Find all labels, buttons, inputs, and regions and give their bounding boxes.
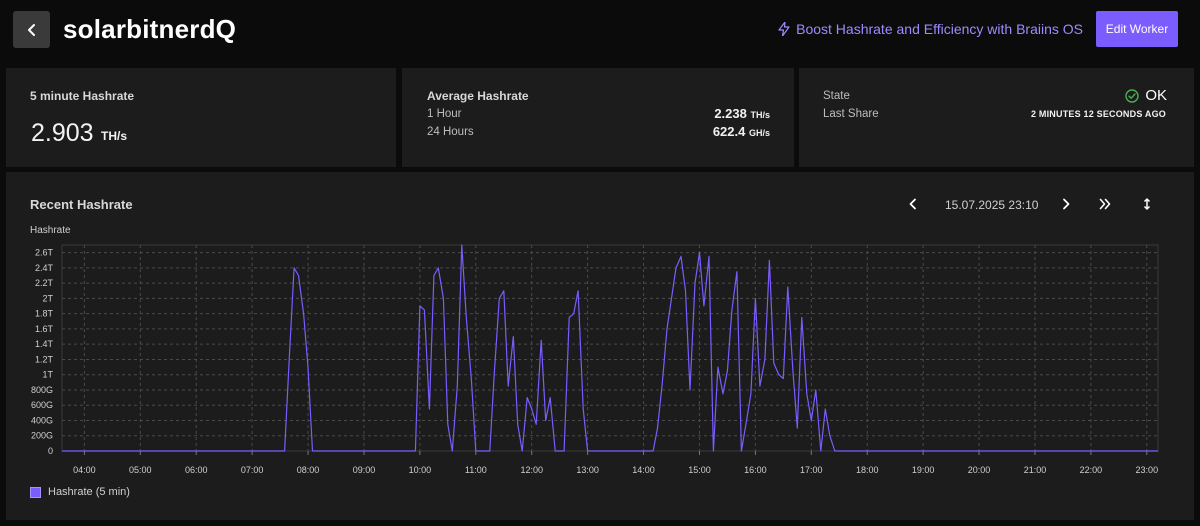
five-minute-hashrate-card: 5 minute Hashrate 2.903 TH/s xyxy=(6,68,396,167)
legend-label: Hashrate (5 min) xyxy=(48,486,130,498)
average-24h-number: 622.4 xyxy=(712,124,746,139)
y-axis-title: Hashrate xyxy=(30,225,71,236)
y-tick-label: 1T xyxy=(42,370,53,380)
x-tick-label: 08:00 xyxy=(297,465,320,475)
last-share-value: 2 MINUTES 12 SECONDS AGO xyxy=(1031,109,1166,119)
five-minute-label: 5 minute Hashrate xyxy=(30,89,135,103)
y-tick-label: 2T xyxy=(42,293,53,303)
x-tick-label: 21:00 xyxy=(1024,465,1047,475)
recent-hashrate-card: 0 200G 400G 600G 800G 1T 1.2T 1.4T 1.6T 1.8T 2T 2.2… xyxy=(6,172,1194,520)
y-tick-label: 2.6T xyxy=(35,248,54,258)
state-label: State xyxy=(823,90,850,102)
y-tick-label: 1.2T xyxy=(35,354,54,364)
page-header: solarbitnerdQ Boost Hashrate and Efficie… xyxy=(0,0,1200,64)
x-tick-label: 09:00 xyxy=(353,465,376,475)
latest-period-button[interactable] xyxy=(1095,194,1115,214)
check-circle-icon xyxy=(1125,88,1140,103)
boost-link-label: Boost Hashrate and Efficiency with Braii… xyxy=(796,21,1083,37)
series-line xyxy=(62,244,1158,452)
average-1h-number: 2.238 xyxy=(714,106,747,121)
x-tick-label: 06:00 xyxy=(185,465,208,475)
y-tick-label: 400G xyxy=(31,415,53,425)
state-value: OK xyxy=(1145,87,1167,104)
x-tick-label: 11:00 xyxy=(465,465,487,475)
y-tick-label: 2.4T xyxy=(35,263,54,273)
average-24h-unit: GH/s xyxy=(748,128,770,138)
chevron-left-icon xyxy=(27,23,35,36)
average-24h-label: 24 Hours xyxy=(427,126,474,138)
y-tick-label: 1.4T xyxy=(35,339,54,349)
back-button[interactable] xyxy=(13,11,50,48)
x-tick-label: 18:00 xyxy=(856,465,879,475)
five-minute-unit: TH/s xyxy=(101,129,128,143)
double-chevron-right-icon xyxy=(1099,198,1111,210)
x-tick-label: 07:00 xyxy=(241,465,264,475)
vertical-arrows-icon xyxy=(1143,198,1151,210)
x-tick-label: 10:00 xyxy=(409,465,432,475)
average-1h-unit: TH/s xyxy=(750,110,770,120)
x-tick-label: 20:00 xyxy=(968,465,991,475)
y-tick-label: 200G xyxy=(31,431,53,441)
x-tick-label: 04:00 xyxy=(73,465,96,475)
x-tick-label: 23:00 xyxy=(1136,465,1159,475)
last-share-label: Last Share xyxy=(823,108,879,120)
y-tick-label: 0 xyxy=(48,446,53,456)
legend-swatch xyxy=(30,486,41,498)
x-tick-label: 22:00 xyxy=(1080,465,1103,475)
x-tick-label: 16:00 xyxy=(744,465,767,475)
chevron-left-icon xyxy=(909,198,916,210)
y-tick-label: 2.2T xyxy=(35,278,54,288)
chart-legend[interactable]: Hashrate (5 min) xyxy=(30,486,130,498)
chart-date[interactable]: 15.07.2025 23:10 xyxy=(945,198,1039,212)
edit-worker-button[interactable]: Edit Worker xyxy=(1096,11,1178,47)
x-tick-label: 14:00 xyxy=(632,465,655,475)
x-tick-label: 05:00 xyxy=(129,465,152,475)
average-hashrate-card: Average Hashrate 1 Hour 2.238 TH/s 24 Ho… xyxy=(402,68,794,167)
hashrate-chart: 0 200G 400G 600G 800G 1T 1.2T 1.4T 1.6T 1.8T 2T 2.2… xyxy=(31,244,1159,475)
prev-period-button[interactable] xyxy=(903,194,923,214)
boost-link[interactable]: Boost Hashrate and Efficiency with Braii… xyxy=(778,21,1083,37)
state-indicator: OK xyxy=(1125,87,1167,104)
x-tick-label: 19:00 xyxy=(912,465,935,475)
lightning-icon xyxy=(778,22,790,36)
status-card: State OK Last Share 2 MINUTES 12 SECONDS… xyxy=(799,68,1194,167)
expand-chart-button[interactable] xyxy=(1137,194,1157,214)
average-1h-value: 2.238 TH/s xyxy=(714,106,770,121)
y-tick-label: 800G xyxy=(31,385,53,395)
x-tick-label: 13:00 xyxy=(576,465,599,475)
page-title: solarbitnerdQ xyxy=(63,14,237,44)
five-minute-value: 2.903 xyxy=(31,119,94,147)
chevron-right-icon xyxy=(1063,198,1070,210)
x-tick-label: 15:00 xyxy=(688,465,711,475)
x-tick-label: 17:00 xyxy=(800,465,823,475)
chart-title: Recent Hashrate xyxy=(30,197,133,212)
y-tick-label: 1.6T xyxy=(35,324,54,334)
average-24h-value: 622.4 GH/s xyxy=(713,124,770,139)
y-tick-label: 1.8T xyxy=(35,309,54,319)
average-1h-label: 1 Hour xyxy=(427,108,462,120)
average-label: Average Hashrate xyxy=(427,89,529,103)
x-tick-label: 12:00 xyxy=(520,465,543,475)
y-tick-label: 600G xyxy=(31,400,53,410)
next-period-button[interactable] xyxy=(1056,194,1076,214)
